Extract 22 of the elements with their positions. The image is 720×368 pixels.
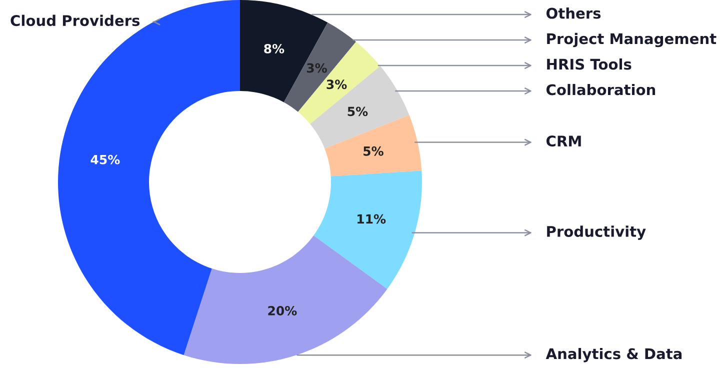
data-label: 11% bbox=[358, 214, 386, 224]
data-label: 3% bbox=[326, 80, 347, 90]
data-label: 20% bbox=[268, 306, 297, 316]
data-label: 3% bbox=[306, 63, 327, 73]
slice-label: Collaboration bbox=[546, 84, 656, 96]
donut-slice bbox=[58, 0, 240, 356]
donut-slice bbox=[240, 0, 328, 102]
slice-label: HRIS Tools bbox=[547, 58, 632, 70]
donut-slice bbox=[314, 170, 422, 289]
donut-slice bbox=[324, 115, 422, 176]
data-label: 5% bbox=[364, 146, 384, 156]
donut-slice bbox=[298, 42, 380, 124]
slice-label: Productivity bbox=[547, 226, 646, 240]
data-label: 8% bbox=[264, 44, 284, 54]
slice-label: Cloud Providers bbox=[10, 14, 140, 26]
slice-label: Others bbox=[546, 8, 601, 19]
data-label: 45% bbox=[90, 154, 120, 164]
slice-label: CRM bbox=[546, 136, 581, 147]
slice-label: Project Management bbox=[547, 32, 716, 48]
slice-label: Analytics & Data bbox=[546, 348, 682, 362]
donut-slice bbox=[184, 235, 388, 364]
data-label: 5% bbox=[348, 106, 368, 116]
